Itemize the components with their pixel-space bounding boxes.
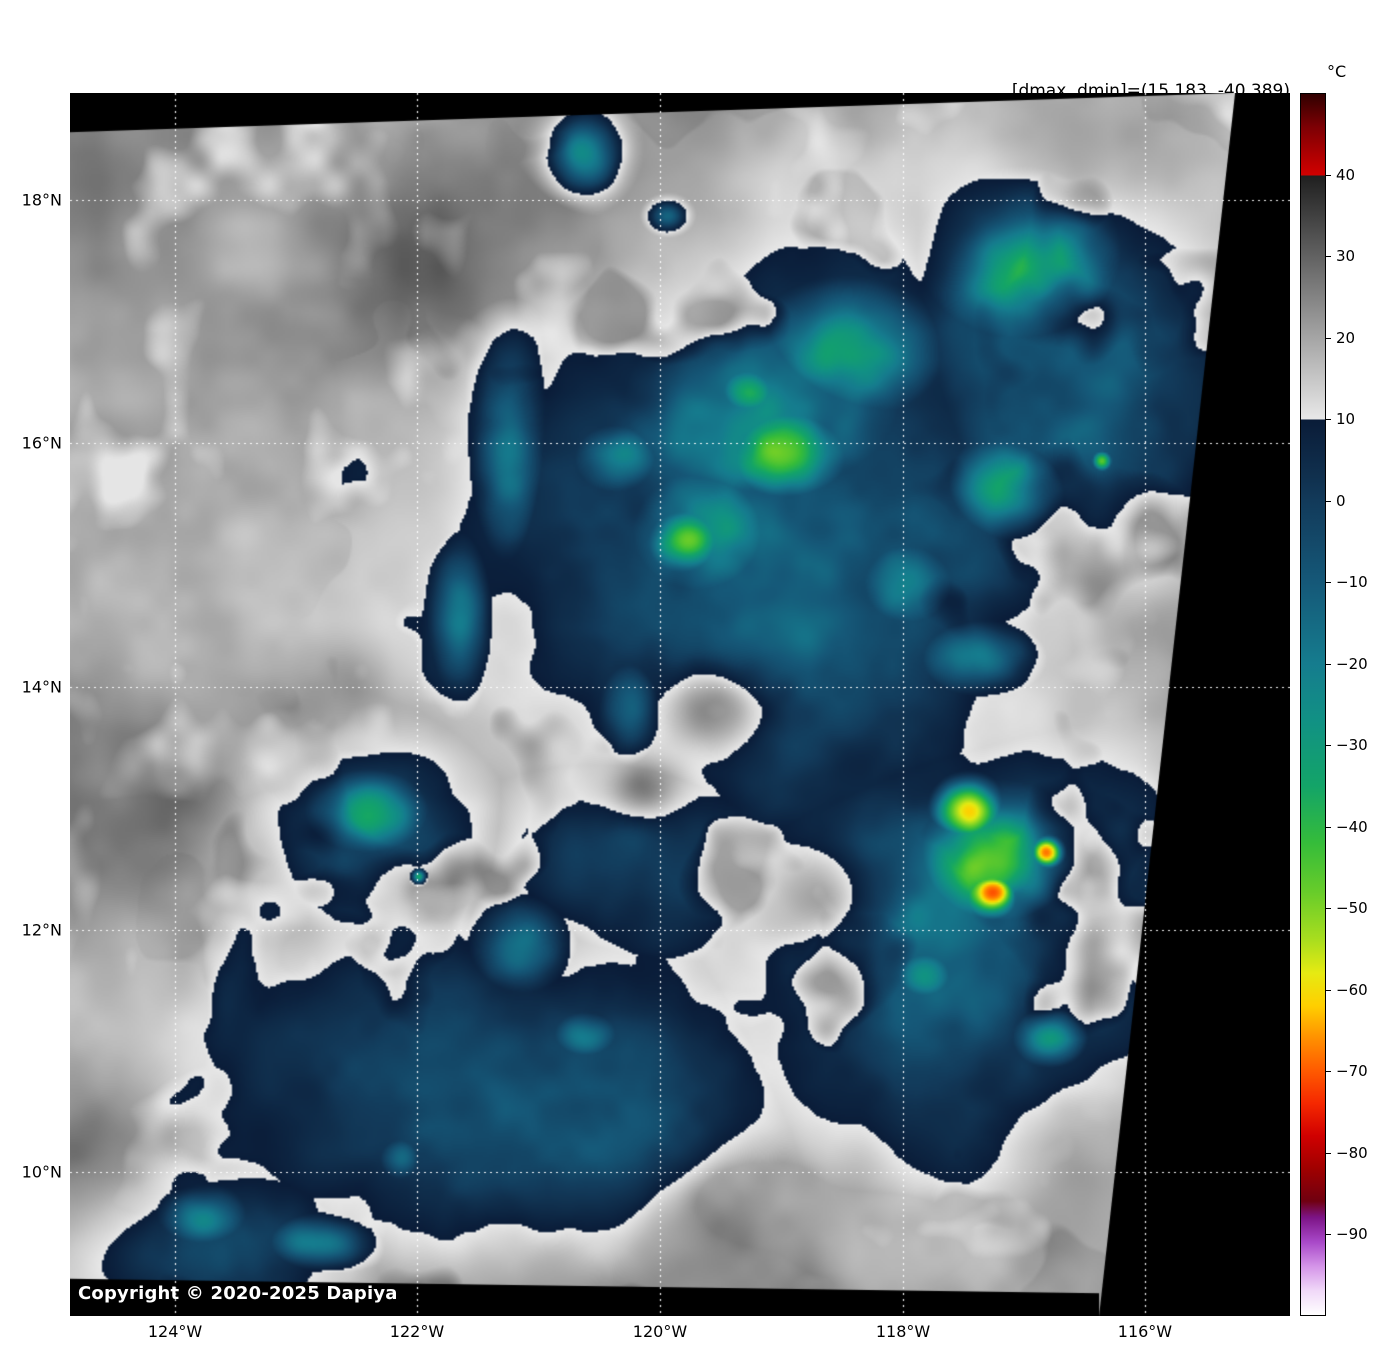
colorbar-tick-label: 20 [1336,328,1356,347]
colorbar-tick-label: −30 [1336,736,1368,755]
colorbar-tick-mark [1326,256,1331,258]
colorbar-tick-label: 10 [1336,410,1356,429]
colorbar-tick-label: −10 [1336,573,1368,592]
colorbar-tick-label: −40 [1336,817,1368,836]
lon-label-116°W: 116°W [1117,1322,1173,1341]
colorbar-tick-mark [1326,826,1331,828]
colorbar-tick-label: −80 [1336,1143,1368,1162]
colorbar-tick-mark [1326,419,1331,421]
colorbar-tick-mark [1326,989,1331,991]
colorbar-unit-label: °C [1327,62,1347,81]
colorbar-tick-mark [1326,1152,1331,1154]
colorbar-tick-mark [1326,337,1331,339]
colorbar-tick-mark [1326,1071,1331,1073]
lon-label-124°W: 124°W [147,1322,203,1341]
colorbar-tick-mark [1326,908,1331,910]
colorbar-tick-label: −50 [1336,899,1368,918]
colorbar-tick-label: 30 [1336,247,1356,266]
colorbar-tick-mark [1326,500,1331,502]
colorbar-tick-label: 0 [1336,491,1346,510]
colorbar-tick-label: −70 [1336,1062,1368,1081]
colorbar-tick-mark [1326,174,1331,176]
gridlines-overlay-canvas [70,93,1290,1316]
copyright-label: Copyright © 2020-2025 Dapiya [78,1283,398,1304]
colorbar-tick-label: 40 [1336,165,1356,184]
colorbar-tick-label: −60 [1336,980,1368,999]
colorbar-tick-label: −90 [1336,1225,1368,1244]
colorbar-tick-mark [1326,745,1331,747]
lat-label-18°N: 18°N [21,190,62,210]
satellite-map [70,93,1290,1316]
lon-label-120°W: 120°W [632,1322,688,1341]
lat-label-16°N: 16°N [21,433,62,453]
lat-label-14°N: 14°N [21,677,62,697]
lat-label-12°N: 12°N [21,920,62,940]
colorbar-tick-mark [1326,1234,1331,1236]
colorbar-tick-mark [1326,663,1331,665]
lat-label-10°N: 10°N [21,1162,62,1182]
temperature-colorbar [1300,93,1326,1316]
colorbar-tick-mark [1326,582,1331,584]
lon-label-118°W: 118°W [875,1322,931,1341]
lon-label-122°W: 122°W [389,1322,445,1341]
colorbar-tick-label: −20 [1336,654,1368,673]
